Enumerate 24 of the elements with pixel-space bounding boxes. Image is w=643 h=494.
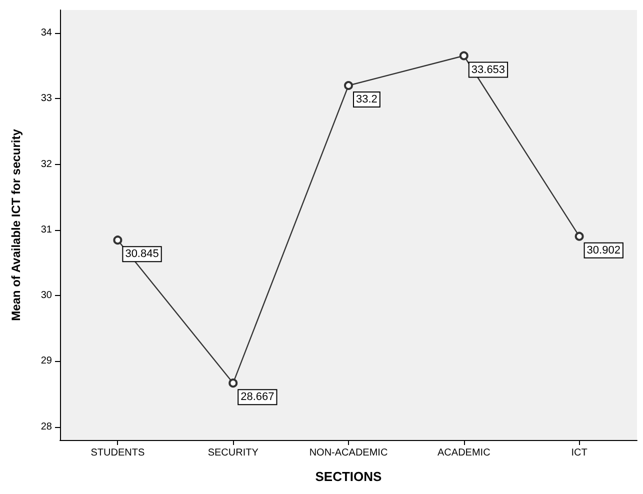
- point: [228, 378, 238, 388]
- y-tick-label: 33: [40, 93, 52, 104]
- y-tick-label: 34: [40, 27, 52, 38]
- point: [459, 51, 468, 60]
- data-label: 33.2: [356, 93, 378, 106]
- x-tick-label: SECURITY: [208, 448, 259, 458]
- y-tick-label: 30: [40, 290, 52, 302]
- point: [113, 236, 122, 245]
- x-tick-label: ICT: [571, 448, 588, 458]
- x-tick-label: STUDENTS: [90, 448, 145, 458]
- data-label: 28.667: [240, 391, 274, 404]
- data-label: 30.902: [586, 244, 620, 256]
- x-tick-label: NON-ACADEMIC: [309, 448, 388, 458]
- point: [574, 232, 584, 241]
- point: [344, 81, 353, 90]
- x-axis-title: SECTIONS: [315, 469, 382, 484]
- x-tick-label: ACADEMIC: [438, 448, 490, 458]
- y-tick-label: 31: [40, 224, 52, 236]
- data-label: 30.845: [125, 248, 159, 260]
- data-label: 33.653: [471, 64, 506, 76]
- y-tick-label: 28: [40, 421, 52, 432]
- y-tick-label: 29: [40, 356, 52, 367]
- y-axis-title: Mean of Available ICT for security: [9, 128, 23, 321]
- y-tick-label: 32: [40, 158, 52, 170]
